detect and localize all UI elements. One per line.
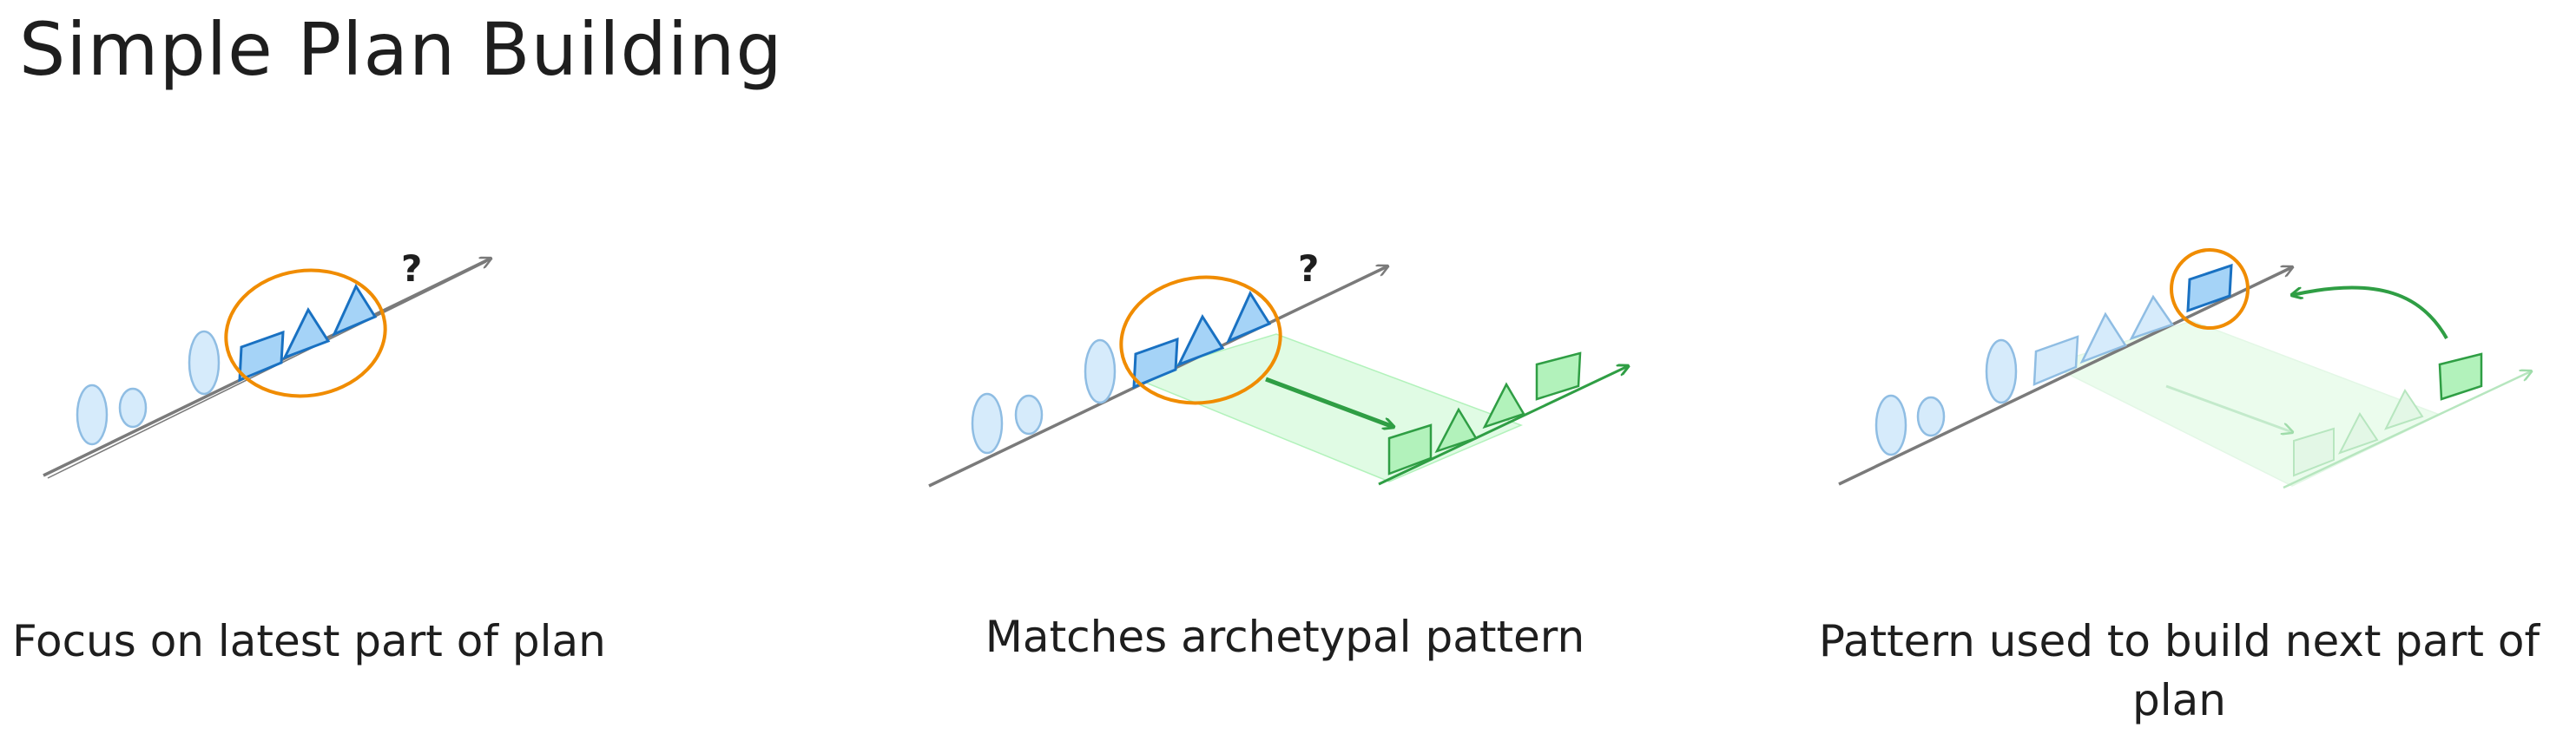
past-step-oval (118, 387, 148, 429)
focus-circle (1119, 275, 1282, 405)
archetype-line (1378, 366, 1628, 486)
focus-circle (2170, 248, 2250, 330)
latest-step-triangle (1226, 290, 1272, 344)
question-mark: ? (401, 247, 422, 290)
past-step-oval (1916, 396, 1946, 437)
past-step-oval (1014, 394, 1044, 436)
page-title: Simple Plan Building (19, 7, 783, 92)
latest-step-triangle (1176, 313, 1225, 367)
archetype-next-parallelogram (2438, 352, 2483, 401)
new-step-parallelogram (2186, 263, 2233, 313)
past-step-oval (188, 330, 221, 396)
panel-3-caption: Pattern used to build next part of plan (1818, 616, 2540, 725)
build-next-arrow (2292, 285, 2448, 339)
panel-1-diagram: ? (43, 247, 491, 479)
past-step-triangle (2079, 311, 2127, 364)
archetype-triangle-faded (2337, 412, 2379, 455)
past-step-oval (1874, 394, 1907, 456)
archetype-triangle (1434, 407, 1478, 454)
past-step-oval (1985, 338, 2018, 404)
past-step-triangle (2129, 294, 2174, 341)
panel-1-caption: Focus on latest part of plan (12, 616, 606, 666)
latest-step-parallelogram (238, 330, 285, 383)
past-step-parallelogram (2032, 335, 2079, 386)
focus-circle (224, 268, 387, 398)
latest-step-triangle (332, 283, 378, 337)
archetype-line-faded (2283, 371, 2531, 489)
archetype-parallelogram (1535, 351, 1582, 401)
latest-step-triangle (281, 306, 331, 360)
match-arrow-faded (2165, 384, 2292, 432)
question-mark: ? (1298, 247, 1319, 290)
panel-2-diagram: ? (928, 247, 1628, 488)
panel-2-caption: Matches archetypal pattern (985, 612, 1585, 662)
plan-timeline-arrow (1838, 267, 2292, 486)
archetype-triangle-faded (2384, 389, 2424, 430)
past-step-oval (76, 384, 109, 446)
archetype-parallelogram (1387, 423, 1433, 475)
past-step-oval (1084, 338, 1117, 404)
panel-3-diagram (1838, 248, 2531, 489)
archetype-triangle (1482, 382, 1525, 430)
archetype-parallelogram-faded (2293, 427, 2335, 477)
match-arrow (1265, 377, 1393, 427)
past-step-oval (971, 392, 1004, 455)
